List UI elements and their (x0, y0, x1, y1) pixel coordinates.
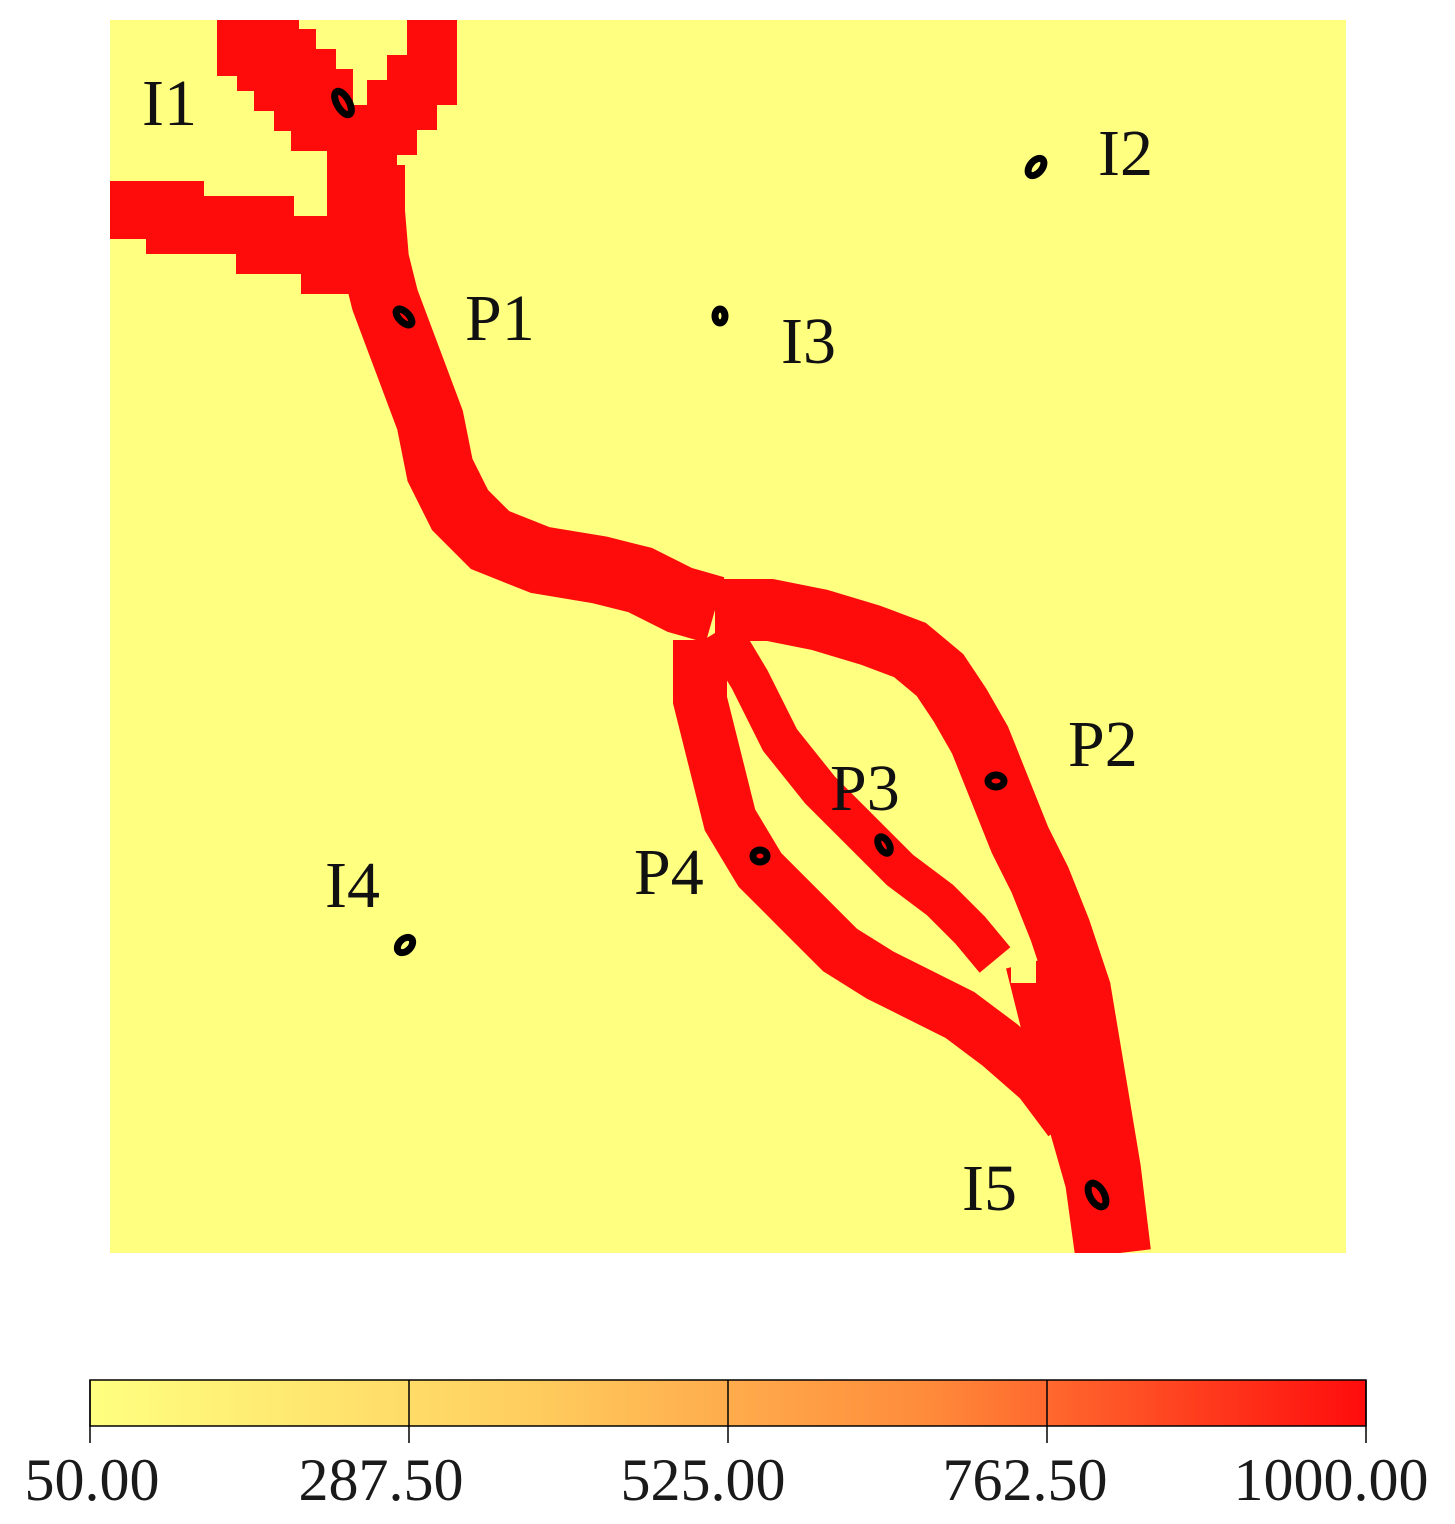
channel-arm-south (673, 640, 1092, 1137)
well-marker-i5 (1084, 1179, 1110, 1211)
well-label-i2: I2 (1098, 117, 1153, 190)
colorbar-tick-label-1: 287.50 (299, 1447, 464, 1513)
colorbar-tick-label-0: 50.00 (25, 1447, 160, 1513)
channel-main-trunk (336, 197, 725, 643)
colorbar-tick-label-2: 525.00 (621, 1447, 786, 1513)
well-label-i1: I1 (142, 67, 197, 140)
well-label-i4: I4 (325, 849, 380, 922)
well-label-i3: I3 (781, 305, 836, 378)
well-marker-i3 (711, 305, 729, 327)
well-markers (331, 87, 1110, 1211)
colorbar: 50.00 287.50 525.00 762.50 1000.00 (25, 1379, 1429, 1513)
well-marker-i1 (331, 87, 355, 119)
colorbar-tick-label-3: 762.50 (943, 1447, 1108, 1513)
well-marker-p3 (874, 833, 894, 857)
well-label-i5: I5 (962, 1152, 1017, 1225)
well-label-p4: P4 (634, 836, 704, 909)
well-label-p3: P3 (830, 752, 900, 825)
channel-network (110, 20, 1151, 1253)
well-marker-i2 (1024, 154, 1048, 180)
well-marker-p1 (392, 305, 416, 329)
channel-branch-top-left (217, 20, 353, 151)
well-labels: I1 I2 I3 I4 I5 P1 P2 P3 P4 (142, 67, 1153, 1225)
well-label-p2: P2 (1068, 708, 1138, 781)
channel-hole (1011, 957, 1036, 983)
channel-arm-middle (702, 619, 1011, 973)
well-marker-i4 (393, 933, 417, 957)
colorbar-tick-label-4: 1000.00 (1234, 1447, 1429, 1513)
channel-branch-left (110, 181, 370, 294)
well-marker-p2 (984, 771, 1008, 791)
well-label-p1: P1 (465, 282, 535, 355)
well-marker-p4 (749, 846, 771, 866)
